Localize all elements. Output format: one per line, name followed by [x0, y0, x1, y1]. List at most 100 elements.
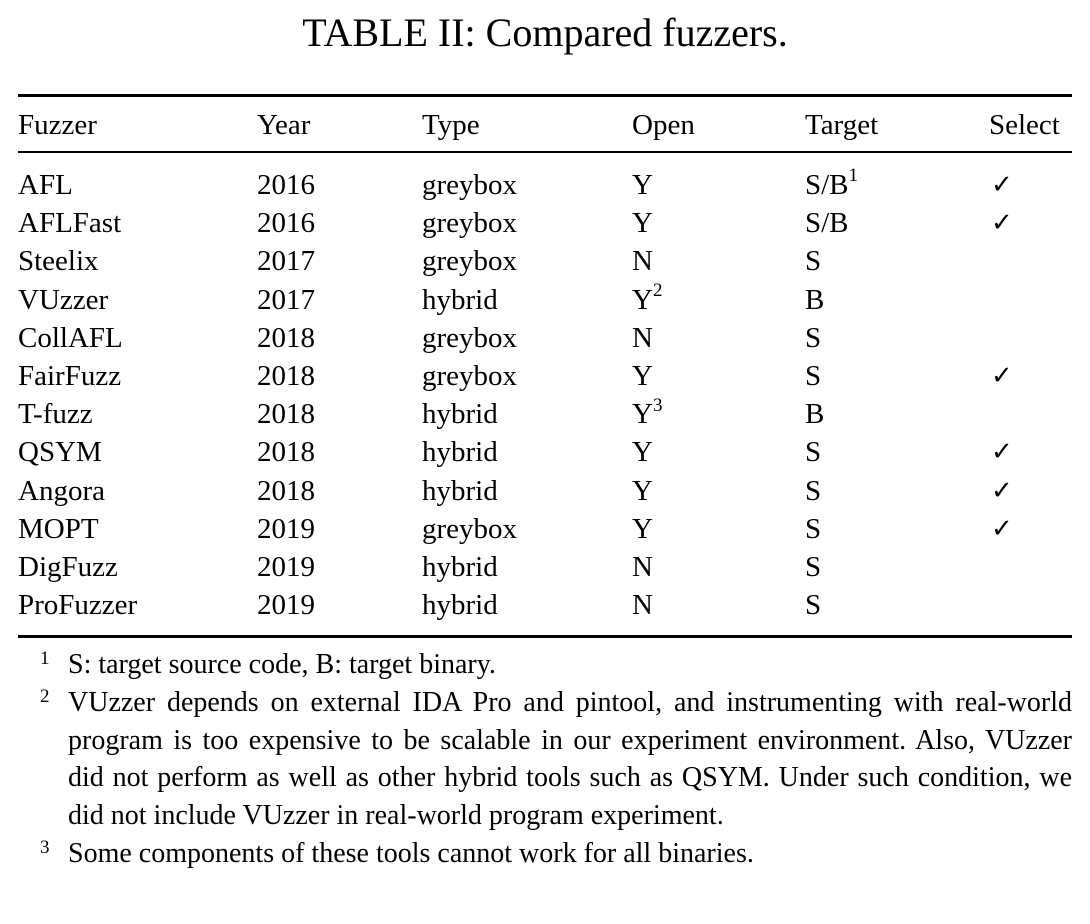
cell-type: hybrid	[422, 436, 498, 469]
cell-open: Y	[632, 474, 653, 507]
table-row: DigFuzz 2019 hybrid N S	[0, 548, 1090, 586]
cell-year: 2018	[257, 321, 315, 354]
table-row: AFLFast 2016 greybox Y S/B ✓	[0, 204, 1090, 242]
footnote-marker: 1	[848, 165, 859, 187]
table-header-rule	[18, 151, 1072, 153]
table-row: T-fuzz 2018 hybrid Y3 B	[0, 395, 1090, 433]
column-header-open: Open	[632, 109, 695, 141]
cell-type: greybox	[422, 512, 518, 545]
cell-year: 2019	[257, 512, 315, 545]
checkmark-icon: ✓	[991, 475, 1013, 506]
footnote-text: VUzzer depends on external IDA Pro and p…	[68, 686, 1072, 832]
cell-target: S	[805, 512, 822, 545]
cell-type: greybox	[422, 360, 518, 392]
cell-fuzzer: Steelix	[18, 245, 99, 278]
cell-target: S	[805, 436, 822, 469]
footnote-marker: 2	[652, 279, 663, 301]
cell-open: N	[632, 589, 653, 622]
cell-open: Y	[632, 169, 653, 201]
cell-open: Y	[632, 436, 653, 469]
cell-year: 2019	[257, 589, 315, 622]
table-row: Steelix 2017 greybox N S	[0, 242, 1090, 280]
cell-fuzzer: ProFuzzer	[18, 589, 138, 622]
table-header-row: Fuzzer Year Type Open Target Select	[0, 106, 1090, 144]
cell-open: Y2	[632, 279, 663, 316]
cell-year: 2017	[257, 283, 315, 316]
cell-open: Y	[632, 360, 653, 392]
table-row: FairFuzz 2018 greybox Y S ✓	[0, 357, 1090, 395]
cell-type: greybox	[422, 207, 518, 240]
cell-fuzzer: FairFuzz	[18, 360, 122, 392]
cell-target: S	[805, 474, 822, 507]
cell-open: N	[632, 551, 653, 583]
cell-fuzzer: T-fuzz	[18, 398, 93, 431]
table-row: MOPT 2019 greybox Y S ✓	[0, 510, 1090, 548]
cell-type: greybox	[422, 169, 518, 201]
cell-open: Y	[632, 512, 653, 545]
cell-open: Y3	[632, 394, 663, 431]
cell-target: S	[805, 551, 822, 583]
table-row: AFL 2016 greybox Y S/B1 ✓	[0, 166, 1090, 204]
cell-target: B	[805, 283, 825, 316]
footnote: 3 Some components of these tools cannot w…	[18, 835, 1072, 873]
cell-type: hybrid	[422, 283, 498, 316]
cell-fuzzer: Angora	[18, 474, 105, 507]
table-row: ProFuzzer 2019 hybrid N S	[0, 586, 1090, 624]
checkmark-icon: ✓	[991, 437, 1013, 468]
column-header-select: Select	[989, 109, 1060, 141]
footnote: 2 VUzzer depends on external IDA Pro and …	[18, 684, 1072, 835]
cell-fuzzer: MOPT	[18, 512, 99, 545]
cell-year: 2019	[257, 551, 315, 583]
table-bottom-rule	[18, 635, 1072, 638]
cell-target: S	[805, 360, 822, 392]
footnote-number: 2	[40, 685, 50, 707]
footnote: 1 S: target source code, B: target binary…	[18, 646, 1072, 684]
column-header-year: Year	[257, 109, 311, 141]
cell-fuzzer: AFLFast	[18, 207, 122, 240]
cell-target: S/B	[805, 207, 849, 240]
cell-year: 2016	[257, 207, 315, 240]
checkmark-icon: ✓	[991, 361, 1013, 391]
cell-type: hybrid	[422, 551, 498, 583]
cell-year: 2018	[257, 360, 315, 392]
cell-open: Y	[632, 207, 653, 240]
table-row: VUzzer 2017 hybrid Y2 B	[0, 281, 1090, 319]
cell-year: 2017	[257, 245, 315, 278]
footnote-number: 3	[40, 836, 50, 858]
cell-target: S	[805, 589, 822, 622]
cell-open: N	[632, 245, 653, 278]
table-top-rule	[18, 94, 1072, 97]
cell-target: S/B1	[805, 165, 859, 201]
table-row: CollAFL 2018 greybox N S	[0, 319, 1090, 357]
cell-fuzzer: QSYM	[18, 436, 102, 469]
cell-fuzzer: VUzzer	[18, 283, 109, 316]
table-row: QSYM 2018 hybrid Y S ✓	[0, 433, 1090, 471]
cell-target: B	[805, 398, 825, 431]
checkmark-icon: ✓	[991, 513, 1013, 544]
cell-type: greybox	[422, 321, 518, 354]
cell-year: 2018	[257, 398, 315, 431]
cell-fuzzer: DigFuzz	[18, 551, 118, 583]
cell-open: N	[632, 321, 653, 354]
column-header-type: Type	[422, 109, 480, 141]
table-caption: TABLE II: Compared fuzzers.	[302, 10, 788, 55]
table-row: Angora 2018 hybrid Y S ✓	[0, 472, 1090, 510]
cell-fuzzer: AFL	[18, 169, 73, 201]
checkmark-icon: ✓	[991, 208, 1013, 239]
cell-type: greybox	[422, 245, 518, 278]
column-header-fuzzer: Fuzzer	[18, 109, 97, 141]
cell-year: 2018	[257, 436, 315, 469]
footnote-text: S: target source code, B: target binary.	[68, 649, 496, 680]
column-header-target: Target	[805, 109, 879, 141]
checkmark-icon: ✓	[991, 170, 1013, 200]
cell-year: 2016	[257, 169, 315, 201]
footnote-number: 1	[40, 648, 50, 669]
cell-fuzzer: CollAFL	[18, 321, 123, 354]
cell-type: hybrid	[422, 589, 498, 622]
cell-type: hybrid	[422, 474, 498, 507]
footnote-text: Some components of these tools cannot wo…	[68, 837, 754, 869]
cell-target: S	[805, 321, 822, 354]
cell-type: hybrid	[422, 398, 498, 431]
cell-year: 2018	[257, 474, 315, 507]
table-footnotes: 1 S: target source code, B: target binary…	[18, 646, 1072, 873]
